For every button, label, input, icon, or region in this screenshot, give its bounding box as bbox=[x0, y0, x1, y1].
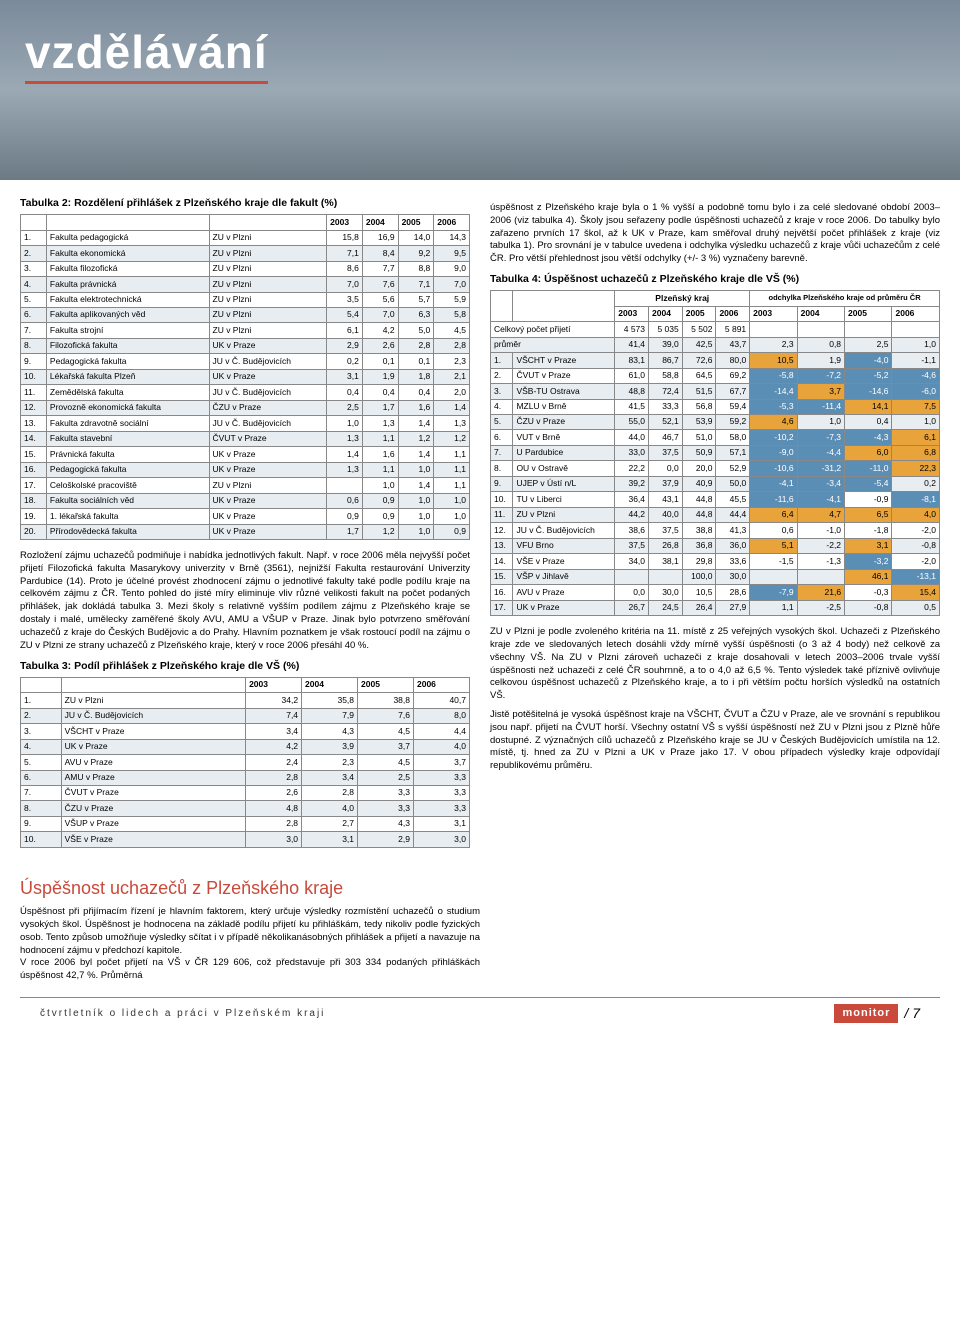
monitor-badge: monitor bbox=[834, 1004, 898, 1023]
table-row: 2.ČVUT v Praze61,058,864,569,2-5,8-7,2-5… bbox=[491, 368, 940, 383]
table-row: 9.VŠUP v Praze2,82,74,33,1 bbox=[21, 816, 470, 831]
table-row: 18.Fakulta sociálních vědUK v Praze0,60,… bbox=[21, 493, 470, 508]
table-row: 13.Fakulta zdravotně sociálníJU v Č. Bud… bbox=[21, 416, 470, 431]
header-photo-band: vzdělávání bbox=[0, 0, 960, 180]
table-row: 12.Provozně ekonomická fakultaČZU v Praz… bbox=[21, 400, 470, 415]
page-number: / 7 bbox=[904, 1004, 920, 1023]
table-row: 7.ČVUT v Praze2,62,83,33,3 bbox=[21, 785, 470, 800]
page-footer: čtvrtletník o lidech a práci v Plzeňském… bbox=[20, 997, 940, 1029]
table-row: 16.Pedagogická fakultaUK v Praze1,31,11,… bbox=[21, 462, 470, 477]
table-row: 9.Pedagogická fakultaJU v Č. Budějovicíc… bbox=[21, 354, 470, 369]
bottom-text: Úspěšnost při přijímacím řízení je hlavn… bbox=[20, 906, 480, 983]
table-row: 6.Fakulta aplikovaných vědZU v Plzni5,47… bbox=[21, 307, 470, 322]
table-row: 2.JU v Č. Budějovicích7,47,97,68,0 bbox=[21, 708, 470, 723]
table-row: 10.Lékařská fakulta PlzeňUK v Praze3,11,… bbox=[21, 369, 470, 384]
table-row: 17.Celoškolské pracovištěZU v Plzni1,01,… bbox=[21, 478, 470, 493]
table-row: 6.VUT v Brně44,046,751,058,0-10,2-7,3-4,… bbox=[491, 430, 940, 445]
table-row: 11.Zemědělská fakultaJU v Č. Budějovicíc… bbox=[21, 385, 470, 400]
table-row: 16.AVU v Praze0,030,010,528,6-7,921,6-0,… bbox=[491, 585, 940, 600]
table3-title: Tabulka 3: Podíl přihlášek z Plzeňského … bbox=[20, 659, 470, 673]
table3: 20032004200520061.ZU v Plzni34,235,838,8… bbox=[20, 677, 470, 848]
bottom-heading: Úspěšnost uchazečů z Plzeňského kraje bbox=[20, 876, 940, 900]
table-row: 3.VŠCHT v Praze3,44,34,54,4 bbox=[21, 724, 470, 739]
para-right-3: Jistě potěšitelná je vysoká úspěšnost kr… bbox=[490, 709, 940, 773]
table-row: 4.UK v Praze4,23,93,74,0 bbox=[21, 739, 470, 754]
para-right-2: ZU v Plzni je podle zvoleného kritéria n… bbox=[490, 626, 940, 703]
table-row: 4.MZLU v Brně41,533,356,859,4-5,3-11,414… bbox=[491, 399, 940, 414]
table-row: 14.Fakulta stavebníČVUT v Praze1,31,11,2… bbox=[21, 431, 470, 446]
table-row: 12.JU v Č. Budějovicích38,637,538,841,30… bbox=[491, 523, 940, 538]
table-row: 3.VŠB-TU Ostrava48,872,451,567,7-14,43,7… bbox=[491, 384, 940, 399]
table-row: 7.U Pardubice33,037,550,957,1-9,0-4,46,0… bbox=[491, 445, 940, 460]
table-row: 3.Fakulta filozofickáZU v Plzni8,67,78,8… bbox=[21, 261, 470, 276]
left-column: Tabulka 2: Rozdělení přihlášek z Plzeňsk… bbox=[20, 196, 470, 858]
table-row: 9.UJEP v Ústí n/L39,237,940,950,0-4,1-3,… bbox=[491, 476, 940, 491]
table-row: 4.Fakulta právnickáZU v Plzni7,07,67,17,… bbox=[21, 277, 470, 292]
table2-title: Tabulka 2: Rozdělení přihlášek z Plzeňsk… bbox=[20, 196, 470, 210]
table-row: 13.VFU Brno37,526,836,836,05,1-2,23,1-0,… bbox=[491, 538, 940, 553]
table-row: 8.OU v Ostravě22,20,020,052,9-10,6-31,2-… bbox=[491, 461, 940, 476]
table-row: 7.Fakulta strojníZU v Plzni6,14,25,04,5 bbox=[21, 323, 470, 338]
table-row: 17.UK v Praze26,724,526,427,91,1-2,5-0,8… bbox=[491, 600, 940, 615]
table-row: 15.Právnická fakultaUK v Praze1,41,61,41… bbox=[21, 447, 470, 462]
table-row: 11.ZU v Plzni44,240,044,844,46,44,76,54,… bbox=[491, 507, 940, 522]
table2: 20032004200520061.Fakulta pedagogickáZU … bbox=[20, 214, 470, 540]
section-title: vzdělávání bbox=[25, 25, 268, 79]
table-row: 5.Fakulta elektrotechnickáZU v Plzni3,55… bbox=[21, 292, 470, 307]
table-row: 8.Filozofická fakultaUK v Praze2,92,62,8… bbox=[21, 338, 470, 353]
table4: Plzeňský krajodchylka Plzeňského kraje o… bbox=[490, 290, 940, 616]
para-right-1: úspěšnost z Plzeňského kraje byla o 1 % … bbox=[490, 202, 940, 266]
table-row: 14.VŠE v Praze34,038,129,833,6-1,5-1,3-3… bbox=[491, 554, 940, 569]
table-row: 8.ČZU v Praze4,84,03,33,3 bbox=[21, 801, 470, 816]
table-row: 10.VŠE v Praze3,03,12,93,0 bbox=[21, 832, 470, 847]
table-row: 1.Fakulta pedagogickáZU v Plzni15,816,91… bbox=[21, 230, 470, 245]
table-row: 19.1. lékařská fakultaUK v Praze0,90,91,… bbox=[21, 509, 470, 524]
section-title-wrap: vzdělávání bbox=[0, 25, 293, 92]
table-row: 10.TU v Liberci36,443,144,845,5-11,6-4,1… bbox=[491, 492, 940, 507]
footer-tagline: čtvrtletník o lidech a práci v Plzeňském… bbox=[40, 1007, 325, 1021]
table-row: 2.Fakulta ekonomickáZU v Plzni7,18,49,29… bbox=[21, 246, 470, 261]
table4-title: Tabulka 4: Úspěšnost uchazečů z Plzeňské… bbox=[490, 272, 940, 286]
table-row: 5.AVU v Praze2,42,34,53,7 bbox=[21, 755, 470, 770]
para-left-1: Rozložení zájmu uchazečů podmiňuje i nab… bbox=[20, 550, 470, 653]
footer-right: monitor / 7 bbox=[834, 1004, 920, 1023]
two-column-body: Tabulka 2: Rozdělení přihlášek z Plzeňsk… bbox=[0, 180, 960, 868]
table-row: 6.AMU v Praze2,83,42,53,3 bbox=[21, 770, 470, 785]
table-row: 20.Přírodovědecká fakultaUK v Praze1,71,… bbox=[21, 524, 470, 539]
section-title-rule bbox=[25, 81, 268, 84]
bottom-section: Úspěšnost uchazečů z Plzeňského kraje Ús… bbox=[0, 876, 960, 1039]
table-row: 1.VŠCHT v Praze83,186,772,680,010,51,9-4… bbox=[491, 353, 940, 368]
right-column: úspěšnost z Plzeňského kraje byla o 1 % … bbox=[490, 196, 940, 858]
table-row: 1.ZU v Plzni34,235,838,840,7 bbox=[21, 693, 470, 708]
table-row: 5.ČZU v Praze55,052,153,959,24,61,00,41,… bbox=[491, 414, 940, 429]
table-row: 15.VŠP v Jihlavě100,030,046,1-13,1 bbox=[491, 569, 940, 584]
